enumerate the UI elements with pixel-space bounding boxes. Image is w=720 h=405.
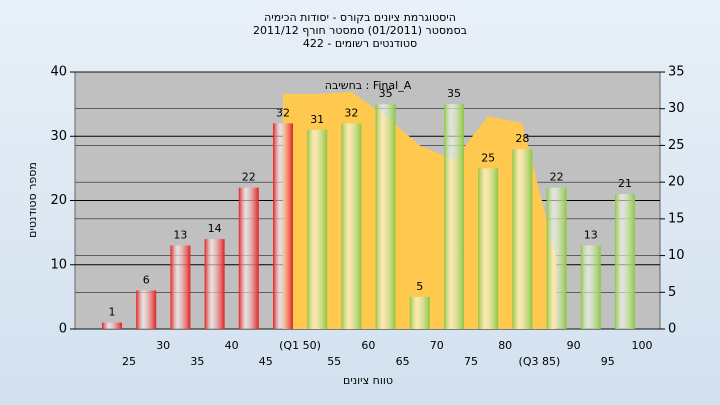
bar bbox=[580, 245, 601, 329]
data-label: 21 bbox=[618, 177, 632, 190]
chart-subtitle: סטודנטים רשומים - 422 bbox=[303, 37, 417, 50]
data-label: 28 bbox=[515, 132, 529, 145]
x-tick-label: 90 bbox=[567, 339, 581, 352]
data-label: 35 bbox=[447, 87, 461, 100]
x-tick-label: 30 bbox=[156, 339, 170, 352]
bar bbox=[512, 149, 533, 329]
bar bbox=[375, 104, 396, 329]
bar bbox=[409, 296, 430, 329]
bar bbox=[444, 104, 464, 329]
data-label: 32 bbox=[276, 106, 290, 119]
x-axis-label: טווח ציונים bbox=[343, 374, 393, 387]
x-tick-label: 75 bbox=[464, 355, 478, 368]
x-tick-label: (Q3 85) bbox=[519, 355, 561, 368]
bar bbox=[238, 187, 259, 329]
y-tick-label: 30 bbox=[50, 129, 67, 144]
chart-subtitle: בסמסטר (01/2011) סמסטר חורף 2011/12 bbox=[253, 24, 467, 37]
data-label: 1 bbox=[109, 306, 116, 319]
x-tick-label: 70 bbox=[430, 339, 444, 352]
x-tick-label: 35 bbox=[190, 355, 204, 368]
y2-tick-label: 35 bbox=[668, 65, 685, 80]
data-label: 6 bbox=[143, 273, 150, 286]
y2-tick-label: 0 bbox=[668, 322, 676, 337]
bar bbox=[204, 239, 225, 329]
y-tick-label: 40 bbox=[50, 65, 67, 80]
x-tick-label: 45 bbox=[259, 355, 273, 368]
y-tick-label: 20 bbox=[50, 193, 67, 208]
y-tick-label: 0 bbox=[59, 322, 67, 337]
y-axis-label: מספר סטודנטים bbox=[26, 162, 39, 238]
x-tick-label: 100 bbox=[632, 339, 653, 352]
data-label: 13 bbox=[173, 228, 187, 241]
bar bbox=[136, 290, 157, 329]
bar bbox=[273, 123, 293, 330]
bar bbox=[102, 322, 122, 329]
y2-tick-label: 15 bbox=[668, 211, 685, 226]
data-label: 22 bbox=[550, 171, 564, 184]
x-tick-label: 60 bbox=[361, 339, 375, 352]
x-tick-label: 55 bbox=[327, 355, 341, 368]
data-label: 32 bbox=[344, 106, 358, 119]
data-label: 25 bbox=[481, 151, 495, 164]
bar bbox=[170, 245, 191, 329]
x-tick-label: 80 bbox=[498, 339, 512, 352]
bar bbox=[307, 129, 328, 329]
y-tick-label: 10 bbox=[50, 257, 67, 272]
data-label: 13 bbox=[584, 228, 598, 241]
x-tick-label: 95 bbox=[601, 355, 615, 368]
data-label: 14 bbox=[208, 222, 222, 235]
chart-title: היסטוגרמת ציונים בקורס - יסודות הכימיה bbox=[264, 11, 456, 24]
bar bbox=[478, 168, 499, 329]
annotation: בחשיבה : Final_A bbox=[325, 79, 412, 92]
bar bbox=[341, 123, 362, 330]
x-tick-label: 25 bbox=[122, 355, 136, 368]
y2-tick-label: 30 bbox=[668, 101, 685, 116]
data-label: 31 bbox=[310, 113, 324, 126]
data-label: 5 bbox=[416, 280, 423, 293]
y2-tick-label: 20 bbox=[668, 175, 685, 190]
y2-tick-label: 5 bbox=[668, 285, 676, 300]
y2-tick-label: 10 bbox=[668, 248, 685, 263]
bar bbox=[546, 187, 567, 329]
data-label: 35 bbox=[379, 87, 393, 100]
x-tick-label: (Q1 50) bbox=[279, 339, 321, 352]
x-tick-label: 40 bbox=[225, 339, 239, 352]
bar bbox=[615, 194, 635, 329]
y2-tick-label: 25 bbox=[668, 138, 685, 153]
x-tick-label: 65 bbox=[396, 355, 410, 368]
data-label: 22 bbox=[242, 171, 256, 184]
